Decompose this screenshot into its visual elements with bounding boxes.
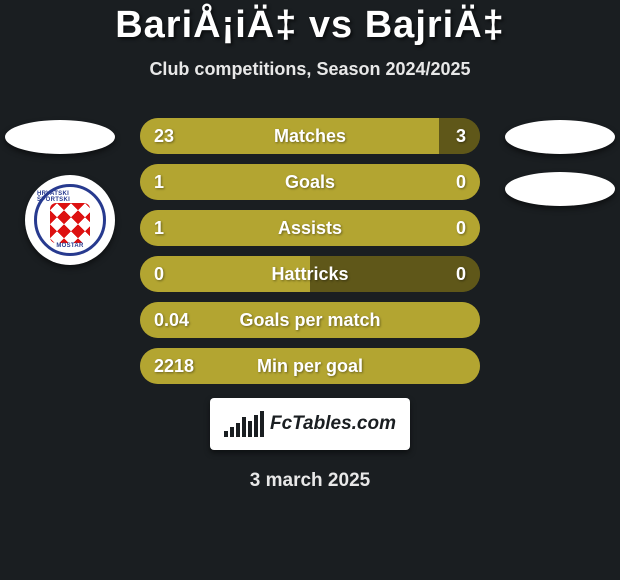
stat-label: Matches	[140, 126, 480, 147]
side-badge-right	[505, 172, 615, 206]
stat-label: Goals	[140, 172, 480, 193]
stat-row-goals-per-match: 0.04Goals per match	[140, 302, 480, 338]
stat-label: Goals per match	[140, 310, 480, 331]
crest-text-bottom: MOSTAR	[56, 243, 83, 249]
logo-text: FcTables.com	[270, 413, 396, 435]
infographic-container: { "title": "BariÅ¡iÄ‡ vs BajriÄ‡", "subt…	[0, 0, 620, 580]
side-badge-right	[505, 120, 615, 154]
crest-text-top: HRVATSKI ŠPORTSKI	[37, 191, 103, 203]
season-subtitle: Club competitions, Season 2024/2025	[0, 59, 620, 80]
date-label: 3 march 2025	[140, 470, 480, 492]
stat-row-min-per-goal: 2218Min per goal	[140, 348, 480, 384]
fctables-logo[interactable]: FcTables.com	[210, 398, 410, 450]
stat-label: Hattricks	[140, 264, 480, 285]
stat-row-assists: 10Assists	[140, 210, 480, 246]
logo-bars-icon	[224, 411, 264, 437]
crest-inner: HRVATSKI ŠPORTSKI MOSTAR	[34, 184, 106, 256]
comparison-title: BariÅ¡iÄ‡ vs BajriÄ‡	[0, 0, 620, 47]
stats-list: 233Matches 10Goals 10Assists 00Hattricks 0.0…	[140, 118, 480, 384]
club-crest-left: HRVATSKI ŠPORTSKI MOSTAR	[25, 175, 115, 265]
stat-row-matches: 233Matches	[140, 118, 480, 154]
stat-label: Min per goal	[140, 356, 480, 377]
stat-row-hattricks: 00Hattricks	[140, 256, 480, 292]
stats-column: 233Matches 10Goals 10Assists 00Hattricks 0.0…	[140, 118, 480, 492]
crest-checker	[50, 203, 90, 243]
stat-label: Assists	[140, 218, 480, 239]
side-badge-left	[5, 120, 115, 154]
stat-row-goals: 10Goals	[140, 164, 480, 200]
